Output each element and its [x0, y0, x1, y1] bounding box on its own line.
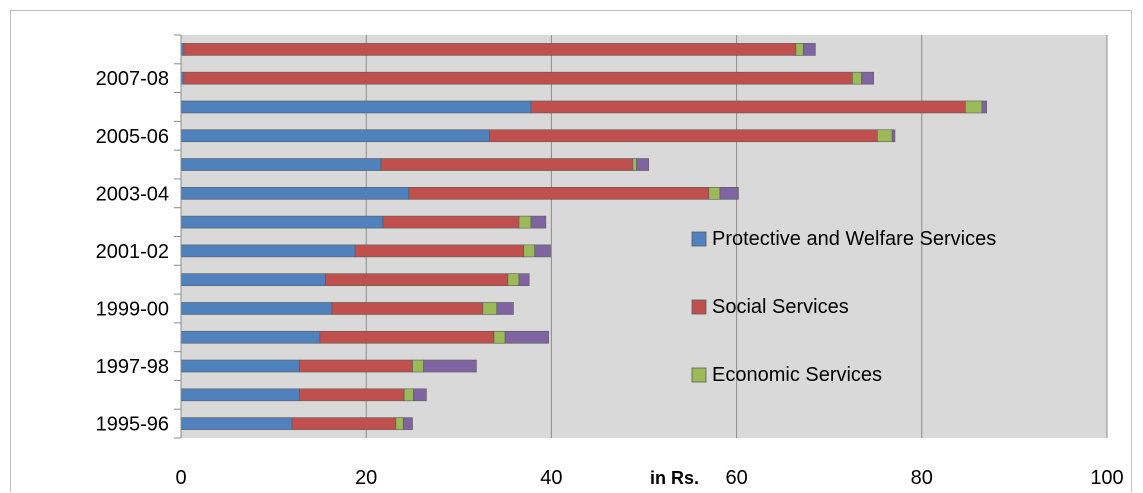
y-tick-label: 2005-06	[96, 126, 169, 148]
y-tick-label: 1997-98	[96, 356, 169, 378]
bar-segment-series1-2005-06	[489, 129, 878, 143]
bar-segment-series0-2000-01	[180, 273, 326, 286]
bar-segment-series1-2008-09	[183, 43, 797, 56]
x-tick-label: 20	[355, 467, 377, 489]
y-tick-label: 1999-00	[96, 298, 169, 320]
legend: Protective and Welfare Services Social Se…	[691, 228, 996, 386]
y-axis-tick-labels: 1995-96 1997-98 1999-00 2001-02 2003-04 2005-…	[96, 68, 169, 435]
bar-segment-series3-2007-08	[861, 71, 874, 85]
legend-label: Protective and Welfare Services	[712, 228, 996, 250]
bar-segment-series1-1995-96	[291, 417, 397, 430]
bar-segment-series2-2006-07	[965, 100, 983, 114]
bar-segment-series0-2006-07	[180, 100, 532, 114]
bar-segment-series2-1998-99	[493, 330, 506, 344]
legend-swatch	[691, 367, 707, 383]
bar-segment-series3-1996-97	[413, 388, 427, 402]
bar-segment-series1-2001-02	[354, 244, 524, 258]
bar-segment-series0-2004-05	[180, 158, 382, 171]
bar-segment-series0-1995-96	[180, 417, 293, 430]
bar-segment-series0-1997-98	[180, 359, 300, 373]
bar-segment-series0-1996-97	[180, 388, 300, 402]
x-axis-tick-labels: 0 20 40 60 80 100	[175, 467, 1123, 489]
bar-segment-series1-1997-98	[299, 359, 413, 373]
bar-segment-series1-1996-97	[299, 388, 405, 402]
bar-segment-series1-2006-07	[530, 100, 966, 114]
legend-label: Economic Services	[712, 364, 882, 386]
bar-segment-series2-2002-03	[518, 215, 532, 229]
bar-segment-series1-2007-08	[183, 71, 853, 85]
x-tick-label: 60	[725, 467, 747, 489]
axis-ticks	[174, 34, 182, 439]
bars	[180, 43, 987, 430]
y-tick-label: 2003-04	[96, 183, 169, 205]
bar-segment-series0-2001-02	[180, 244, 356, 258]
bar-segment-series3-2006-07	[981, 100, 987, 114]
bar-segment-series3-1995-96	[402, 417, 413, 430]
bar-segment-series2-2008-09	[795, 43, 804, 56]
bar-segment-series1-2004-05	[380, 158, 634, 171]
bar-segment-series1-2002-03	[382, 215, 520, 229]
legend-swatch	[691, 299, 707, 315]
bar-segment-series1-2003-04	[408, 187, 710, 200]
bar-segment-series3-2001-02	[534, 244, 551, 258]
bar-segment-series2-1997-98	[412, 359, 424, 373]
bar-segment-series3-2002-03	[530, 215, 547, 229]
y-tick-label: 2007-08	[96, 68, 169, 90]
bar-segment-series2-2001-02	[523, 244, 536, 258]
bar-segment-series2-2005-06	[877, 129, 893, 143]
bar-segment-series2-2003-04	[708, 187, 721, 200]
bar-segment-series3-2008-09	[802, 43, 816, 56]
bar-segment-series3-1999-00	[496, 302, 514, 315]
y-tick-label: 2001-02	[96, 241, 169, 263]
bar-segment-series3-2005-06	[891, 129, 896, 143]
x-tick-label: 100	[1090, 467, 1123, 489]
y-tick-label: 1995-96	[96, 414, 169, 436]
bar-segment-series2-1996-97	[403, 388, 414, 402]
bar-segment-series1-2000-01	[325, 273, 509, 286]
bar-segment-series3-2000-01	[518, 273, 530, 286]
bar-segment-series2-1999-00	[482, 302, 498, 315]
x-tick-label: 80	[911, 467, 933, 489]
bar-segment-series2-2004-05	[632, 158, 637, 171]
bar-segment-series0-2002-03	[180, 215, 384, 229]
bar-segment-series1-1999-00	[331, 302, 484, 315]
x-axis-title: in Rs.	[650, 468, 699, 488]
bar-segment-series3-1998-99	[504, 330, 549, 344]
bar-segment-series0-1998-99	[180, 330, 321, 344]
x-tick-label: 40	[540, 467, 562, 489]
bar-segment-series2-2000-01	[507, 273, 520, 286]
bar-segment-series0-2003-04	[180, 187, 410, 200]
legend-label: Social Services	[712, 296, 849, 318]
bar-segment-series2-2007-08	[852, 71, 862, 85]
bar-segment-series1-1998-99	[319, 330, 495, 344]
x-tick-label: 0	[175, 467, 186, 489]
bar-segment-series2-1995-96	[395, 417, 404, 430]
bar-segment-series3-1997-98	[423, 359, 477, 373]
bar-segment-series0-2005-06	[180, 129, 490, 143]
bar-segment-series3-2003-04	[719, 187, 739, 200]
legend-swatch	[691, 231, 707, 247]
bar-segment-series0-1999-00	[180, 302, 333, 315]
bar-segment-series3-2004-05	[636, 158, 649, 171]
